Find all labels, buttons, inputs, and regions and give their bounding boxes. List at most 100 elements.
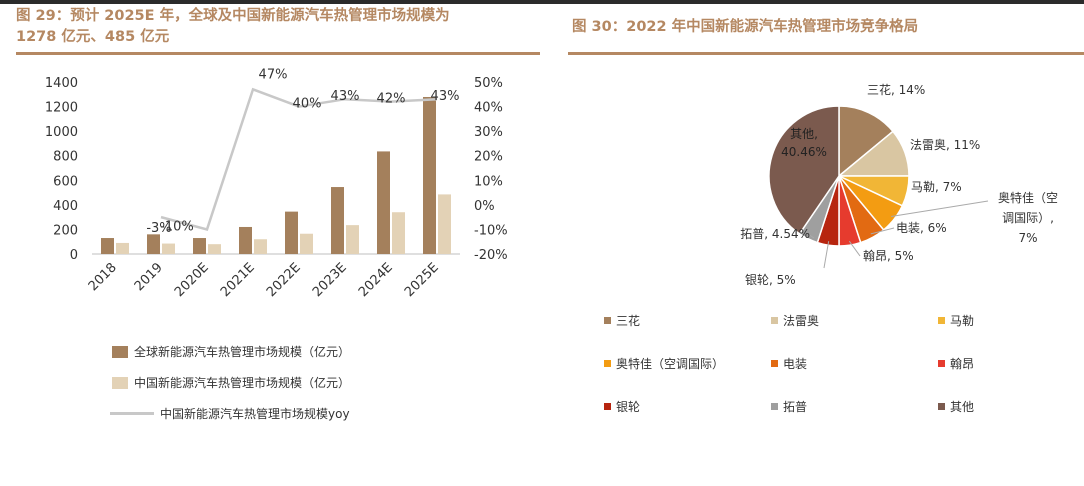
legend-swatch xyxy=(938,403,945,410)
left-title-line1: 图 29：预计 2025E 年，全球及中国新能源汽车热管理市场规模为 xyxy=(16,8,450,24)
china-bar xyxy=(438,194,451,254)
x-tick-label: 2018 xyxy=(86,260,120,294)
y2-tick-label: 20% xyxy=(474,150,503,165)
legend-swatch xyxy=(771,360,778,367)
pie-data-label: 银轮, 5% xyxy=(745,273,796,287)
global-bar xyxy=(101,238,114,254)
pie-leader-line xyxy=(870,227,895,235)
x-tick-label: 2024E xyxy=(356,260,396,300)
pie-data-label: 其他, 40.46% xyxy=(781,127,827,159)
legend-label: 中国新能源汽车热管理市场规模yoy xyxy=(160,407,350,421)
y2-tick-label: -10% xyxy=(474,223,508,238)
y2-tick-label: 30% xyxy=(474,125,503,140)
legend-line-swatch xyxy=(110,412,154,415)
legend-label: 拓普 xyxy=(783,400,808,414)
y2-tick-label: -20% xyxy=(474,248,508,263)
pie-data-label: 电装, 6% xyxy=(896,221,947,235)
legend-swatch xyxy=(112,345,128,358)
legend-swatch xyxy=(938,360,945,367)
y-tick-label: 600 xyxy=(53,174,78,189)
pie-data-label: 三花, 14% xyxy=(867,82,925,97)
pie-data-label: 马勒, 7% xyxy=(911,180,962,194)
x-tick-label: 2025E xyxy=(402,260,442,300)
market-share-pie-chart: 三花, 14% 法雷奥, 11% 马勒, 7% 电装, 6% 翰昂, 5% 银轮, 5% 拓… xyxy=(740,82,1058,287)
yoy-line xyxy=(160,87,438,231)
yoy-data-label: 43% xyxy=(331,89,360,104)
x-tick-label: 2020E xyxy=(172,260,212,300)
china-bar xyxy=(116,242,129,254)
pie-leader-line xyxy=(848,240,861,257)
y-tick-label: 1200 xyxy=(45,101,78,116)
legend-label: 其他 xyxy=(950,400,975,414)
y-tick-label: 400 xyxy=(53,199,78,214)
legend-label: 奥特佳（空调国际） xyxy=(616,357,725,371)
yoy-data-label: -3% xyxy=(146,221,171,236)
china-bar xyxy=(300,233,313,254)
legend-label: 三花 xyxy=(616,314,641,328)
left-figure-title: 图 29：预计 2025E 年，全球及中国新能源汽车热管理市场规模为 1278 … xyxy=(16,6,546,48)
legend-label: 全球新能源汽车热管理市场规模（亿元） xyxy=(134,345,351,359)
y2-tick-label: 0% xyxy=(474,199,495,214)
legend-swatch xyxy=(771,317,778,324)
pie-data-label: 翰昂, 5% xyxy=(863,248,914,263)
y-tick-label: 200 xyxy=(53,223,78,238)
legend-item: 三花 xyxy=(604,312,640,329)
yoy-data-label: 43% xyxy=(431,89,460,104)
legend-item: 全球新能源汽车热管理市场规模（亿元） xyxy=(112,343,350,360)
legend-item: 中国新能源汽车热管理市场规模yoy xyxy=(110,405,350,422)
x-tick-label: 2021E xyxy=(218,260,258,300)
legend-item: 银轮 xyxy=(604,398,640,415)
yoy-data-label: -10% xyxy=(160,219,194,234)
legend-label: 翰昂 xyxy=(950,357,975,371)
legend-item: 翰昂 xyxy=(938,355,974,372)
pie-leader-line xyxy=(809,234,815,239)
y-tick-label: 1400 xyxy=(45,76,78,91)
legend-label: 电装 xyxy=(783,357,808,371)
global-bar xyxy=(377,151,390,254)
market-size-combo-chart: 0 200 400 600 800 1000 1200 1400 -20% -10% 0% 10% 20… xyxy=(45,67,508,300)
china-bar xyxy=(346,225,359,254)
legend-swatch xyxy=(604,403,611,410)
china-bar xyxy=(208,244,221,254)
china-bar xyxy=(162,243,175,254)
legend-swatch xyxy=(604,317,611,324)
top-rule xyxy=(0,0,1084,4)
pie-slice xyxy=(838,105,894,178)
legend-item: 马勒 xyxy=(938,312,974,329)
global-bar xyxy=(423,96,436,254)
legend-swatch xyxy=(604,360,611,367)
x-tick-label: 2023E xyxy=(310,260,350,300)
global-bar xyxy=(147,234,160,254)
left-title-line2: 1278 亿元、485 亿元 xyxy=(16,29,170,45)
china-bar xyxy=(254,239,267,254)
pie-data-label: 拓普, 4.54% xyxy=(740,227,810,241)
global-bar xyxy=(239,226,252,254)
x-tick-label: 2022E xyxy=(264,260,304,300)
right-title-rule xyxy=(568,52,1084,55)
y-tick-label: 800 xyxy=(53,150,78,165)
pie-data-label: 法雷奥, 11% xyxy=(910,138,980,152)
legend-label: 银轮 xyxy=(616,400,641,414)
left-title-rule xyxy=(16,52,540,55)
pie-leader-line xyxy=(823,241,830,269)
yoy-data-label: 42% xyxy=(377,92,406,107)
yoy-data-label: 40% xyxy=(293,97,322,112)
legend-item: 其他 xyxy=(938,398,974,415)
pie-data-label: 奥特佳（空调国际）, 7% xyxy=(998,190,1058,245)
global-bar xyxy=(331,187,344,254)
legend-item: 中国新能源汽车热管理市场规模（亿元） xyxy=(112,374,350,391)
legend-label: 马勒 xyxy=(950,314,975,328)
global-bar xyxy=(193,238,206,254)
legend-item: 电装 xyxy=(771,355,807,372)
legend-item: 奥特佳（空调国际） xyxy=(604,355,724,372)
y2-tick-label: 50% xyxy=(474,76,503,91)
legend-label: 法雷奥 xyxy=(783,314,820,328)
pie-leader-line xyxy=(891,200,989,217)
y2-tick-label: 40% xyxy=(474,101,503,116)
right-figure-title: 图 30：2022 年中国新能源汽车热管理市场竞争格局 xyxy=(572,19,919,35)
legend-swatch xyxy=(938,317,945,324)
legend-item: 法雷奥 xyxy=(771,312,819,329)
y2-tick-label: 10% xyxy=(474,174,503,189)
pie-slice xyxy=(768,105,840,235)
x-tick-label: 2019 xyxy=(132,260,166,294)
